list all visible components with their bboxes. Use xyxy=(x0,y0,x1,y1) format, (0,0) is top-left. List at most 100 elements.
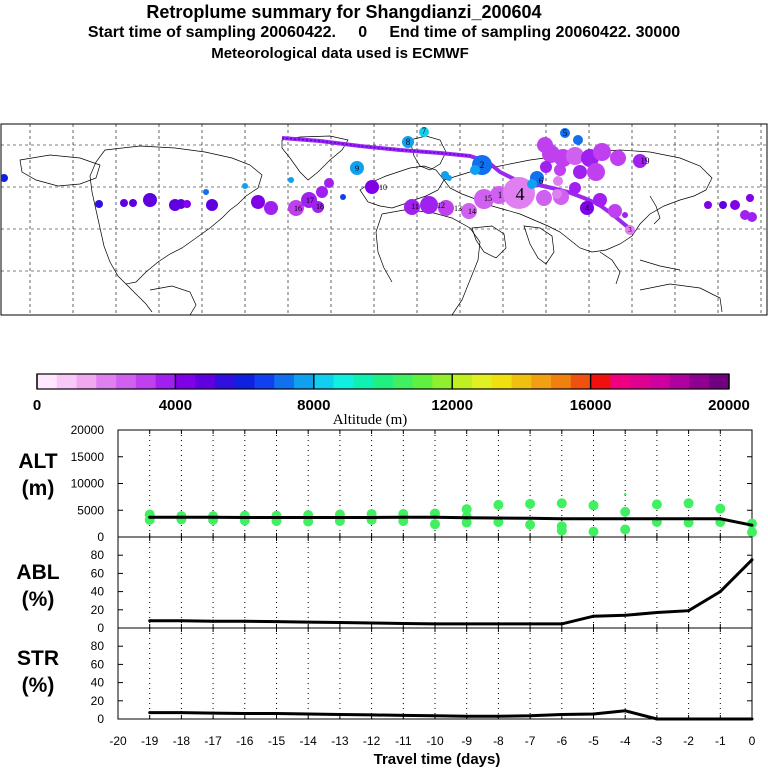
colorbar-tick-label: 12000 xyxy=(431,397,473,414)
map-day-label: 15 xyxy=(484,194,492,203)
series-point xyxy=(718,517,722,521)
plume-cluster-circle xyxy=(719,201,727,209)
plume-cluster-circle xyxy=(441,171,449,179)
series-point xyxy=(148,711,152,715)
x-tick-label: -17 xyxy=(204,734,222,748)
series-point xyxy=(496,714,500,718)
series-point xyxy=(496,622,500,626)
series-point xyxy=(401,713,405,717)
colorbar-label: Altitude (m) xyxy=(333,412,408,428)
plume-cluster-circle xyxy=(1,174,8,182)
plume-cluster-circle xyxy=(312,201,324,213)
x-tick-label: -6 xyxy=(556,734,567,748)
met-data-line: Meteorological data used is ECMWF xyxy=(211,45,469,62)
series-line-alt xyxy=(149,515,753,527)
time-series-panels: 20000 15000 10000 5000 0 ALT (m) 80 60 40 20 0 ABL (%… xyxy=(16,423,757,748)
series-point xyxy=(687,517,691,521)
series-point xyxy=(401,621,405,625)
plume-cluster-circle xyxy=(560,128,570,138)
series-point xyxy=(718,717,722,721)
series-point xyxy=(243,515,247,519)
plume-cluster-circle xyxy=(264,201,278,215)
colorbar-swatch xyxy=(491,374,512,389)
map-day-label: 19 xyxy=(641,156,651,166)
plume-cluster-circle xyxy=(573,165,587,179)
colorbar-swatch xyxy=(709,374,730,389)
altitude-point xyxy=(525,498,536,509)
altitude-point xyxy=(620,506,631,517)
x-tick-label: -7 xyxy=(525,734,536,748)
plume-cluster-circle xyxy=(183,200,191,208)
colorbar-swatch xyxy=(452,374,473,389)
plume-cluster-circle xyxy=(474,189,494,209)
plume-cluster-circle xyxy=(587,163,605,181)
y-tick-label: 0 xyxy=(97,530,104,544)
plume-cluster-circle xyxy=(625,225,635,235)
colorbar-swatch xyxy=(373,374,394,389)
plume-cluster-circle xyxy=(633,154,647,168)
series-point xyxy=(687,717,691,721)
x-tick-label: 0 xyxy=(749,734,756,748)
series-point xyxy=(750,523,754,527)
plume-cluster-circle xyxy=(593,193,607,207)
series-point xyxy=(306,515,310,519)
series-point xyxy=(370,515,374,519)
series-point xyxy=(370,713,374,717)
colorbar-tick-label: 8000 xyxy=(297,397,330,414)
plume-cluster-circle xyxy=(540,161,552,173)
x-tick-label: -9 xyxy=(461,734,472,748)
plume-cluster-circle xyxy=(747,212,757,222)
colorbar-swatch xyxy=(254,374,275,389)
panel-abl: 80 60 40 20 0 ABL (%) xyxy=(16,536,754,635)
series-point xyxy=(560,517,564,521)
series-point xyxy=(243,712,247,716)
map-day-label: 4 xyxy=(516,184,525,204)
series-point xyxy=(370,621,374,625)
altitude-point xyxy=(588,500,599,511)
plume-cluster-circle xyxy=(566,147,584,165)
plume-cluster-circle xyxy=(608,204,622,218)
altitude-point xyxy=(525,519,536,530)
map-day-label: 16 xyxy=(294,204,302,213)
colorbar-swatch xyxy=(669,374,690,389)
x-tick-label: -2 xyxy=(683,734,694,748)
colorbar-swatch xyxy=(313,374,334,389)
map-day-label: 3 xyxy=(628,226,632,234)
plume-cluster-circle xyxy=(404,199,420,215)
colorbar-tick-label: 4000 xyxy=(159,397,192,414)
plume-cluster-circle xyxy=(316,186,328,198)
plume-cluster-circle xyxy=(573,135,583,145)
plume-cluster-circle xyxy=(288,200,304,216)
x-tick-label: -14 xyxy=(300,734,318,748)
plume-cluster-circle xyxy=(365,180,379,194)
series-point xyxy=(655,611,659,615)
plume-cluster-circle xyxy=(503,177,535,209)
colorbar-swatch xyxy=(333,374,354,389)
altitude-point xyxy=(461,517,472,528)
altitude-point xyxy=(747,527,757,538)
x-tick-label: -4 xyxy=(620,734,631,748)
y-tick-label: 0 xyxy=(97,712,104,726)
colorbar-tick-label: 0 xyxy=(33,397,41,414)
map-day-label: 5 xyxy=(563,128,568,138)
plume-cluster-circle xyxy=(419,127,429,137)
series-point xyxy=(623,709,627,713)
altitude-point xyxy=(715,503,726,514)
map-day-label: 10 xyxy=(379,183,387,192)
plume-cluster-circle xyxy=(420,196,438,214)
series-point xyxy=(750,717,754,721)
plume-cluster-circle xyxy=(340,194,346,200)
altitude-point xyxy=(461,504,472,515)
series-line-str xyxy=(149,709,752,721)
series-point xyxy=(211,515,215,519)
series-point xyxy=(211,619,215,623)
x-tick-label: -16 xyxy=(236,734,254,748)
plume-cluster-circle xyxy=(206,199,218,211)
panel-str: 80 60 40 20 0 STR (%) xyxy=(17,627,754,726)
colorbar-swatch xyxy=(37,374,58,389)
colorbar-swatch xyxy=(116,374,137,389)
map-day-label: 12 xyxy=(437,201,445,210)
colorbar-swatch xyxy=(570,374,591,389)
colorbar-swatch xyxy=(412,374,433,389)
series-point xyxy=(338,712,342,716)
